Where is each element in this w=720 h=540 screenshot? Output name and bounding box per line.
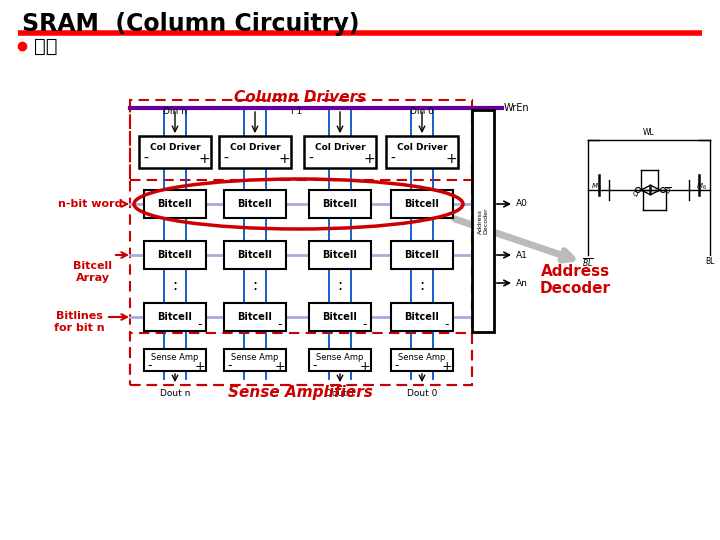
Text: -: - (363, 319, 367, 332)
Text: Din 0: Din 0 (410, 107, 434, 116)
Text: SRAM  (Column Circuitry): SRAM (Column Circuitry) (22, 12, 359, 36)
Text: -: - (445, 319, 449, 332)
Text: +: + (278, 152, 290, 166)
Text: +: + (363, 152, 375, 166)
Text: Bitcell: Bitcell (238, 250, 272, 260)
Bar (391, 349, 453, 371)
Text: Bitcell: Bitcell (238, 312, 272, 322)
Text: Bitcell: Bitcell (158, 250, 192, 260)
Text: :: : (253, 279, 258, 294)
Bar (309, 349, 371, 371)
Text: +: + (445, 152, 456, 166)
Bar (391, 241, 453, 269)
Bar (224, 349, 286, 371)
Text: Bitcell: Bitcell (158, 312, 192, 322)
Text: Sense Amp: Sense Amp (151, 354, 199, 362)
Text: BL: BL (706, 257, 715, 266)
Bar (130, 108, 472, 180)
Text: Bitcell: Bitcell (238, 199, 272, 209)
Bar (139, 136, 211, 168)
Bar (144, 303, 206, 331)
Text: -: - (395, 360, 400, 373)
Text: -: - (390, 152, 395, 166)
Text: +: + (194, 360, 205, 373)
Text: Bitcell: Bitcell (323, 250, 357, 260)
Bar (391, 303, 453, 331)
Text: Bitcell: Bitcell (405, 250, 439, 260)
Text: Din n: Din n (163, 107, 187, 116)
Text: :: : (420, 279, 425, 294)
Bar (309, 241, 371, 269)
Bar (224, 303, 286, 331)
Text: A0: A0 (516, 199, 528, 208)
Bar (144, 349, 206, 371)
Text: Dout n: Dout n (160, 389, 190, 398)
Text: n-bit word: n-bit word (58, 199, 122, 209)
Text: An: An (516, 279, 528, 287)
Bar (309, 190, 371, 218)
Text: i 1: i 1 (292, 107, 302, 116)
Text: :: : (172, 279, 178, 294)
Bar (304, 136, 376, 168)
Text: 구조: 구조 (34, 37, 58, 56)
Text: Col Driver: Col Driver (230, 143, 280, 152)
Bar (391, 190, 453, 218)
Text: +: + (275, 360, 285, 373)
Text: :: : (338, 279, 343, 294)
Text: Address
Decoder: Address Decoder (540, 264, 611, 296)
Text: Bitcell: Bitcell (158, 199, 192, 209)
Text: -: - (309, 152, 313, 166)
Text: -: - (224, 152, 228, 166)
Text: Bitcell
Array: Bitcell Array (73, 261, 112, 282)
Text: Address
Decoder: Address Decoder (477, 208, 488, 234)
Text: Sense Amp: Sense Amp (316, 354, 364, 362)
Bar (144, 190, 206, 218)
Text: Col Driver: Col Driver (150, 143, 200, 152)
Bar (224, 190, 286, 218)
Text: +: + (441, 360, 452, 373)
Text: Col Driver: Col Driver (315, 143, 365, 152)
Text: -: - (143, 152, 148, 166)
Bar (130, 100, 472, 385)
Text: A1: A1 (516, 251, 528, 260)
Text: WL: WL (643, 128, 655, 137)
Text: Bitcell: Bitcell (323, 199, 357, 209)
Bar (219, 136, 291, 168)
Text: -: - (278, 319, 282, 332)
Text: Sense Amp: Sense Amp (398, 354, 446, 362)
Text: Bitcell: Bitcell (323, 312, 357, 322)
Text: -: - (198, 319, 202, 332)
Bar (144, 241, 206, 269)
Text: Sense Amp: Sense Amp (231, 354, 279, 362)
Text: Bitcell: Bitcell (405, 199, 439, 209)
Text: Col Driver: Col Driver (397, 143, 447, 152)
Text: Dout 0: Dout 0 (407, 389, 437, 398)
Text: WrEn: WrEn (504, 103, 530, 113)
Text: +: + (198, 152, 210, 166)
Bar (309, 303, 371, 331)
Text: $M_5$: $M_5$ (591, 182, 602, 192)
Text: Bitcell: Bitcell (405, 312, 439, 322)
Text: -: - (228, 360, 233, 373)
Text: $M_6$: $M_6$ (696, 182, 707, 192)
Bar (224, 241, 286, 269)
Text: Q: Q (632, 191, 638, 197)
Bar (130, 333, 472, 385)
Text: Column Drivers: Column Drivers (234, 91, 366, 105)
Bar (386, 136, 458, 168)
Text: -: - (148, 360, 152, 373)
Text: Sense Amplifiers: Sense Amplifiers (228, 384, 372, 400)
Bar (472, 110, 494, 332)
Text: Dout 1: Dout 1 (325, 389, 355, 398)
Text: $\overline{BL}$: $\overline{BL}$ (582, 257, 594, 269)
Text: Bitlines
for bit n: Bitlines for bit n (55, 311, 105, 333)
Text: +: + (360, 360, 370, 373)
Text: -: - (312, 360, 318, 373)
Text: $\overline{Q}$: $\overline{Q}$ (665, 186, 672, 197)
